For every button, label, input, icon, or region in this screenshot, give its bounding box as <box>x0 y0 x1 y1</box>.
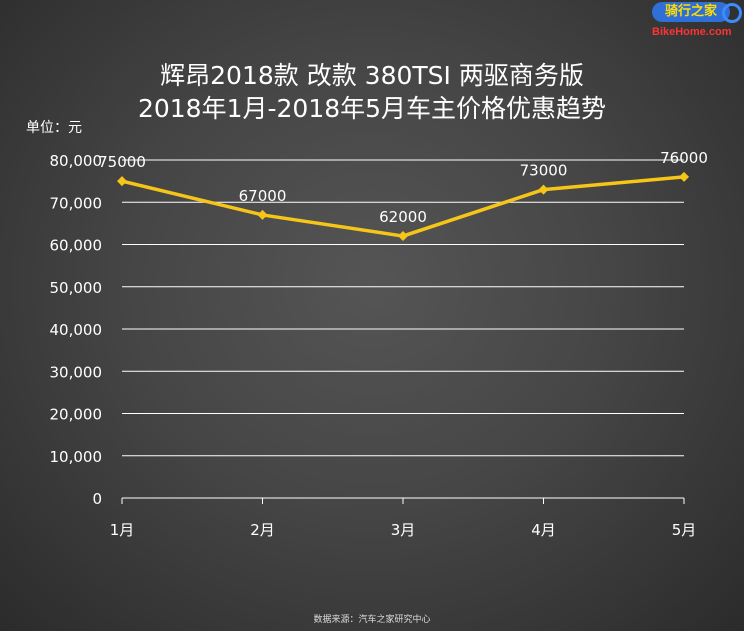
chart-title-line1: 辉昂2018款 改款 380TSI 两驱商务版 <box>160 61 584 90</box>
x-tick-label: 4月 <box>531 521 556 539</box>
y-tick-label: 80,000 <box>50 152 103 170</box>
data-label: 62000 <box>379 208 427 226</box>
y-tick-label: 60,000 <box>50 237 103 255</box>
data-point-1 <box>257 209 268 220</box>
x-tick-label: 1月 <box>110 521 135 539</box>
logo-ring-icon <box>722 3 742 23</box>
y-tick-label: 70,000 <box>50 194 103 212</box>
data-label: 67000 <box>239 187 287 205</box>
brand-logo: 骑行之家 BikeHome.com <box>652 2 742 44</box>
chart-title-line2: 2018年1月-2018年5月车主价格优惠趋势 <box>137 94 607 123</box>
data-label: 73000 <box>520 162 568 180</box>
y-tick-label: 50,000 <box>50 279 103 297</box>
x-tick-label: 5月 <box>672 521 697 539</box>
data-label: 76000 <box>660 149 708 167</box>
unit-label: 单位：元 <box>26 120 82 136</box>
data-point-4 <box>679 171 689 182</box>
y-tick-label: 40,000 <box>50 321 103 339</box>
data-point-3 <box>538 184 549 195</box>
logo-top-text: 骑行之家 <box>652 2 730 22</box>
series-line <box>121 175 685 238</box>
x-tick-label: 3月 <box>391 521 416 539</box>
y-tick-label: 0 <box>92 490 102 508</box>
x-tick-label: 2月 <box>250 521 275 539</box>
data-point-2 <box>398 231 408 242</box>
data-label: 75000 <box>98 153 146 171</box>
data-point-0 <box>117 176 127 187</box>
y-tick-label: 30,000 <box>50 363 103 381</box>
y-tick-label: 10,000 <box>50 448 103 466</box>
source-note: 数据来源：汽车之家研究中心 <box>313 615 431 625</box>
logo-bottom-text: BikeHome.com <box>652 26 732 38</box>
y-tick-label: 20,000 <box>50 406 103 424</box>
